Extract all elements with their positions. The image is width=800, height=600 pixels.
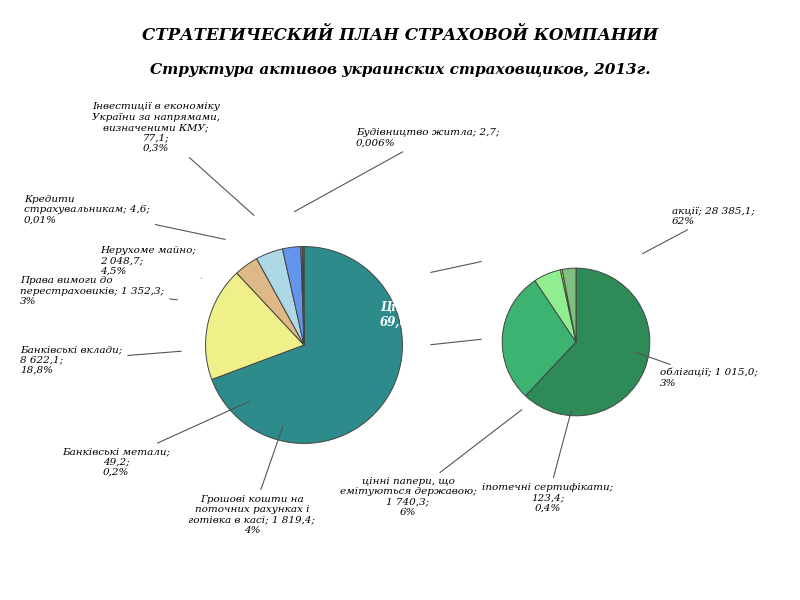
Text: СТРАТЕГИЧЕСКИЙ ПЛАН СТРАХОВОЙ КОМПАНИИ: СТРАТЕГИЧЕСКИЙ ПЛАН СТРАХОВОЙ КОМПАНИИ: [142, 27, 658, 44]
Text: іпотечні сертифікати;
123,4;
0,4%: іпотечні сертифікати; 123,4; 0,4%: [482, 410, 614, 513]
Wedge shape: [302, 247, 304, 345]
Text: Інвестиції в економіку
України за напрямами,
визначеними КМУ;
77,1;
0,3%: Інвестиції в економіку України за напрям…: [92, 103, 254, 215]
Text: Кредити
страхувальникам; 4,6;
0,01%: Кредити страхувальникам; 4,6; 0,01%: [24, 195, 226, 239]
Wedge shape: [535, 270, 576, 342]
Text: Грошові кошти на
поточних рахунках і
готівка в касі; 1 819,4;
4%: Грошові кошти на поточних рахунках і гот…: [189, 425, 315, 535]
Text: цінні папери, що
емітуються державою;
1 740,3;
6%: цінні папери, що емітуються державою; 1 …: [340, 410, 522, 517]
Wedge shape: [302, 247, 304, 345]
Wedge shape: [212, 247, 402, 443]
Wedge shape: [282, 247, 304, 345]
Wedge shape: [302, 247, 304, 345]
Wedge shape: [301, 247, 304, 345]
Wedge shape: [562, 268, 576, 342]
Text: Нерухоме майно;
2 048,7;
4,5%: Нерухоме майно; 2 048,7; 4,5%: [100, 246, 202, 278]
Text: акції; 28 385,1;
62%: акції; 28 385,1; 62%: [642, 206, 755, 254]
Wedge shape: [206, 273, 304, 379]
Wedge shape: [502, 281, 576, 396]
Text: Банківські вклади;
8 622,1;
18,8%: Банківські вклади; 8 622,1; 18,8%: [20, 345, 182, 375]
Text: облігації; 1 015,0;
3%: облігації; 1 015,0; 3%: [634, 352, 758, 388]
Wedge shape: [526, 268, 650, 416]
Text: Права вимоги до
перестраховиків; 1 352,3;
3%: Права вимоги до перестраховиків; 1 352,3…: [20, 276, 178, 306]
Wedge shape: [560, 269, 576, 342]
Text: Будівництво житла; 2,7;
0,006%: Будівництво житла; 2,7; 0,006%: [294, 128, 499, 212]
Wedge shape: [257, 249, 304, 345]
Wedge shape: [237, 259, 304, 345]
Text: Банківські метали;
49,2;
0,2%: Банківські метали; 49,2; 0,2%: [62, 401, 250, 477]
Text: Цінні папери
69,6%: Цінні папери 69,6%: [380, 301, 470, 329]
Text: Структура активов украинских страховщиков, 2013г.: Структура активов украинских страховщико…: [150, 63, 650, 77]
